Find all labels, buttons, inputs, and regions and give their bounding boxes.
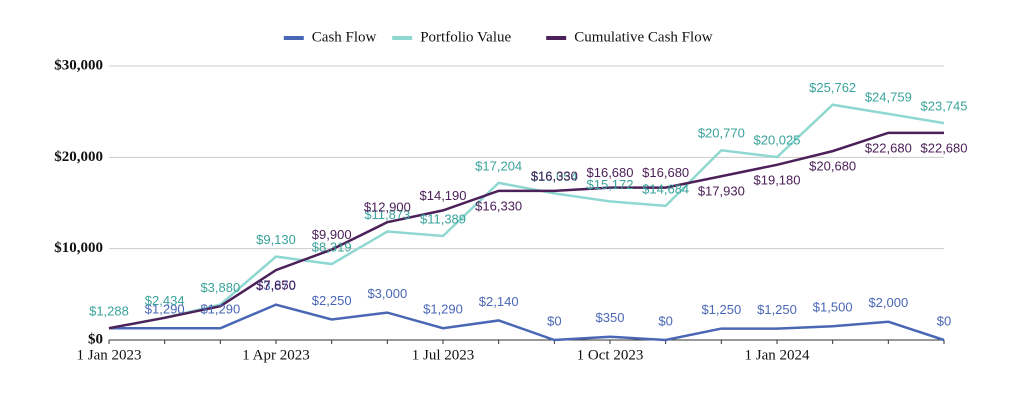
x-tick-label: 1 Oct 2023 xyxy=(577,347,644,363)
data-label: $1,290 xyxy=(423,302,463,317)
data-label: $3,000 xyxy=(367,286,407,301)
data-label: $0 xyxy=(658,313,672,328)
data-label: $1,500 xyxy=(813,300,853,315)
y-tick-label: $10,000 xyxy=(54,240,103,256)
data-label: $24,759 xyxy=(865,89,912,104)
data-label: $16,330 xyxy=(531,168,578,183)
data-label: $19,180 xyxy=(754,172,801,187)
data-label: $14,190 xyxy=(420,188,467,203)
data-label: $1,288 xyxy=(89,304,129,319)
data-label: $22,680 xyxy=(921,140,968,155)
legend-label: Cumulative Cash Flow xyxy=(574,29,713,45)
data-label: $20,680 xyxy=(809,159,856,174)
data-label: $1,250 xyxy=(757,302,797,317)
data-label: $1,290 xyxy=(145,302,185,317)
data-label: $23,745 xyxy=(921,99,968,114)
data-label: $14,684 xyxy=(642,181,689,196)
legend-label: Cash Flow xyxy=(312,29,377,45)
data-label: $2,250 xyxy=(312,293,352,308)
data-label: $0 xyxy=(547,313,561,328)
data-label: $20,770 xyxy=(698,126,745,141)
data-label: $11,389 xyxy=(420,211,466,226)
data-label: $11,873 xyxy=(364,207,410,222)
data-label: $20,025 xyxy=(754,133,801,148)
data-label: $16,054 xyxy=(531,169,578,184)
data-label: $350 xyxy=(596,310,625,325)
data-label: $16,680 xyxy=(642,165,689,180)
data-label: $22,680 xyxy=(865,140,912,155)
data-label: $12,900 xyxy=(364,200,411,215)
data-label: $17,204 xyxy=(475,158,522,173)
series-line xyxy=(108,131,944,330)
x-tick-label: 1 Jan 2023 xyxy=(77,347,142,363)
data-label: $25,762 xyxy=(809,80,856,95)
series-line xyxy=(109,303,945,342)
data-label: $16,330 xyxy=(475,198,522,213)
data-label: $2,140 xyxy=(479,294,519,309)
data-label: $1,250 xyxy=(701,302,741,317)
y-tick-label: $20,000 xyxy=(54,149,103,165)
data-label: $3,880 xyxy=(200,280,240,295)
data-label: $9,130 xyxy=(256,232,296,247)
data-label: $0 xyxy=(937,313,951,328)
y-tick-label: $30,000 xyxy=(54,57,103,73)
series-line xyxy=(108,103,945,330)
data-label: $16,680 xyxy=(587,165,634,180)
data-label: $1,290 xyxy=(200,302,240,317)
x-tick-label: 1 Jul 2023 xyxy=(412,347,475,363)
data-label: $8,319 xyxy=(312,239,352,254)
x-tick-label: 1 Apr 2023 xyxy=(242,347,310,363)
data-label: $15,172 xyxy=(587,177,634,192)
data-label: $3,870 xyxy=(256,278,296,293)
data-label: $2,434 xyxy=(145,293,185,308)
y-tick-label: $0 xyxy=(88,331,103,347)
data-label: $17,930 xyxy=(698,184,745,199)
data-label: $9,900 xyxy=(312,227,352,242)
legend-label: Portfolio Value xyxy=(420,29,511,45)
data-label: $2,000 xyxy=(868,295,908,310)
x-tick-label: 1 Jan 2024 xyxy=(745,347,810,363)
data-label: $7,650 xyxy=(256,278,296,293)
